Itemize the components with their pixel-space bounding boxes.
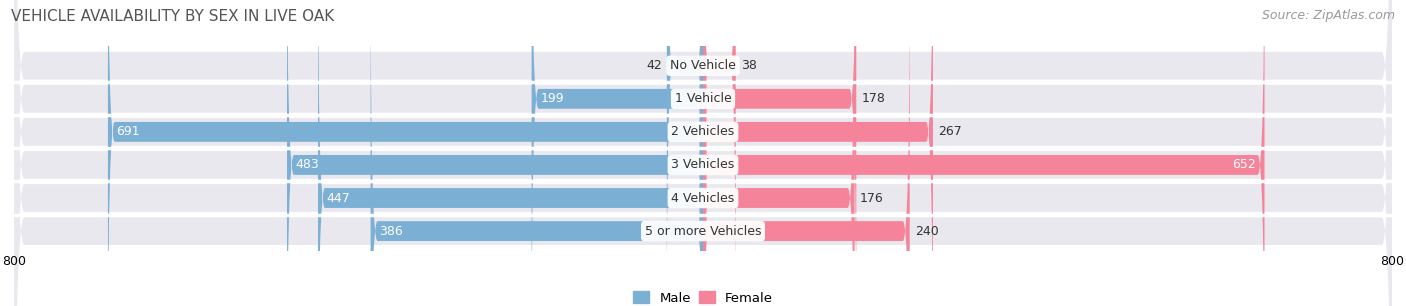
Legend: Male, Female: Male, Female: [627, 286, 779, 306]
Text: 386: 386: [380, 225, 404, 237]
FancyBboxPatch shape: [14, 0, 1392, 306]
Text: 483: 483: [295, 159, 319, 171]
Text: 178: 178: [862, 92, 886, 105]
Text: 240: 240: [915, 225, 939, 237]
FancyBboxPatch shape: [703, 0, 934, 306]
Text: 4 Vehicles: 4 Vehicles: [672, 192, 734, 204]
FancyBboxPatch shape: [531, 0, 703, 306]
Text: 447: 447: [326, 192, 350, 204]
FancyBboxPatch shape: [108, 0, 703, 306]
FancyBboxPatch shape: [703, 0, 910, 306]
Text: 691: 691: [117, 125, 141, 138]
Text: 5 or more Vehicles: 5 or more Vehicles: [645, 225, 761, 237]
FancyBboxPatch shape: [14, 0, 1392, 306]
Text: 176: 176: [859, 192, 883, 204]
FancyBboxPatch shape: [703, 0, 1264, 306]
Text: Source: ZipAtlas.com: Source: ZipAtlas.com: [1261, 9, 1395, 22]
Text: 2 Vehicles: 2 Vehicles: [672, 125, 734, 138]
FancyBboxPatch shape: [703, 0, 735, 306]
FancyBboxPatch shape: [14, 0, 1392, 306]
Text: VEHICLE AVAILABILITY BY SEX IN LIVE OAK: VEHICLE AVAILABILITY BY SEX IN LIVE OAK: [11, 9, 335, 24]
FancyBboxPatch shape: [14, 0, 1392, 306]
Text: 1 Vehicle: 1 Vehicle: [675, 92, 731, 105]
FancyBboxPatch shape: [666, 0, 703, 306]
FancyBboxPatch shape: [287, 0, 703, 306]
Text: No Vehicle: No Vehicle: [671, 59, 735, 72]
Text: 42: 42: [645, 59, 662, 72]
FancyBboxPatch shape: [371, 0, 703, 306]
FancyBboxPatch shape: [14, 0, 1392, 306]
FancyBboxPatch shape: [703, 0, 855, 306]
Text: 652: 652: [1232, 159, 1256, 171]
Text: 199: 199: [540, 92, 564, 105]
FancyBboxPatch shape: [318, 0, 703, 306]
FancyBboxPatch shape: [703, 0, 856, 306]
Text: 38: 38: [741, 59, 756, 72]
FancyBboxPatch shape: [14, 0, 1392, 306]
Text: 3 Vehicles: 3 Vehicles: [672, 159, 734, 171]
Text: 267: 267: [938, 125, 962, 138]
